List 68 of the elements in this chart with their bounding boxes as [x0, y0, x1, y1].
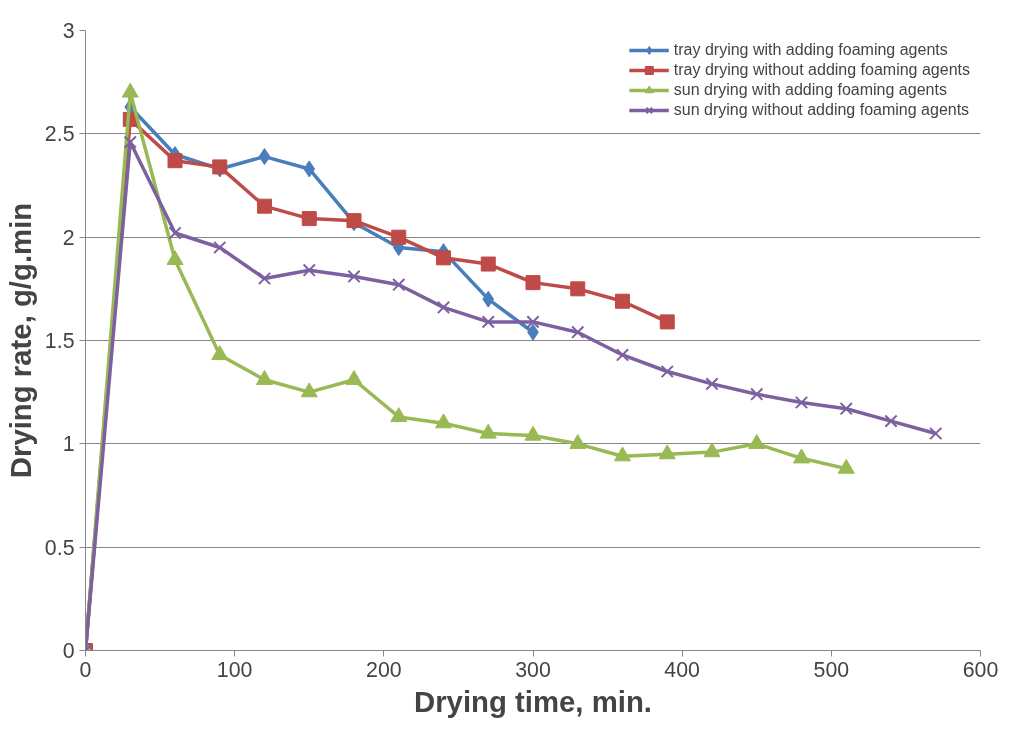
x-tick-label: 600	[962, 657, 999, 682]
point	[571, 325, 585, 339]
point	[525, 275, 541, 291]
x-tick-label: 100	[216, 657, 253, 682]
legend-label: sun drying without adding foaming agents	[673, 101, 970, 119]
point	[614, 446, 631, 462]
x-tick-label: 0	[79, 657, 92, 682]
legend-label: tray drying with adding foaming agents	[673, 41, 948, 59]
point	[301, 211, 317, 227]
point	[213, 240, 227, 255]
y-tick-label: 0	[62, 639, 75, 663]
point	[166, 250, 184, 266]
point	[660, 364, 674, 379]
x-tick-label: 400	[664, 657, 701, 682]
point	[837, 458, 855, 474]
point	[748, 434, 766, 449]
point	[839, 402, 853, 416]
point	[435, 413, 452, 429]
point	[392, 278, 406, 292]
point	[703, 442, 721, 458]
point	[300, 382, 318, 398]
x-tick-label: 500	[813, 657, 850, 682]
point	[705, 377, 719, 391]
point	[658, 444, 676, 460]
y-tick-label: 0.5	[44, 535, 75, 560]
point	[391, 229, 407, 245]
point	[569, 434, 587, 449]
point	[793, 448, 810, 464]
x-tick-label: 200	[366, 657, 402, 682]
point	[750, 387, 764, 401]
y-tick-label: 2	[62, 225, 75, 250]
point	[480, 256, 496, 272]
x-axis-title: Drying time, min.	[414, 684, 652, 718]
point	[257, 198, 272, 214]
point	[211, 345, 229, 361]
x-tick-label: 300	[515, 657, 551, 682]
legend-label: tray drying without adding foaming agents	[673, 61, 970, 79]
point	[436, 250, 451, 266]
point	[257, 271, 272, 286]
point	[884, 414, 898, 428]
point	[615, 348, 630, 362]
point	[482, 290, 495, 308]
y-tick-label: 1	[62, 432, 75, 457]
point	[168, 226, 182, 240]
point	[659, 314, 675, 330]
point	[615, 293, 630, 309]
point	[479, 423, 497, 439]
point	[258, 148, 271, 166]
point	[390, 407, 408, 423]
point	[929, 426, 943, 441]
point	[345, 370, 363, 385]
point	[436, 300, 451, 315]
y-tick-label: 1.5	[44, 329, 75, 353]
point	[256, 370, 273, 385]
y-tick-label: 3	[62, 19, 75, 43]
point	[303, 160, 316, 178]
point	[526, 315, 540, 329]
point	[302, 263, 316, 277]
point	[794, 395, 809, 410]
point	[123, 135, 137, 149]
point	[347, 269, 361, 284]
point	[481, 315, 495, 329]
legend-label: sun drying with adding foaming agents	[673, 81, 947, 99]
y-axis-title: Drying rate, g/g.min	[3, 202, 37, 479]
y-tick-label: 2.5	[44, 122, 75, 147]
point	[524, 425, 542, 441]
point	[167, 153, 183, 169]
point	[570, 281, 586, 297]
